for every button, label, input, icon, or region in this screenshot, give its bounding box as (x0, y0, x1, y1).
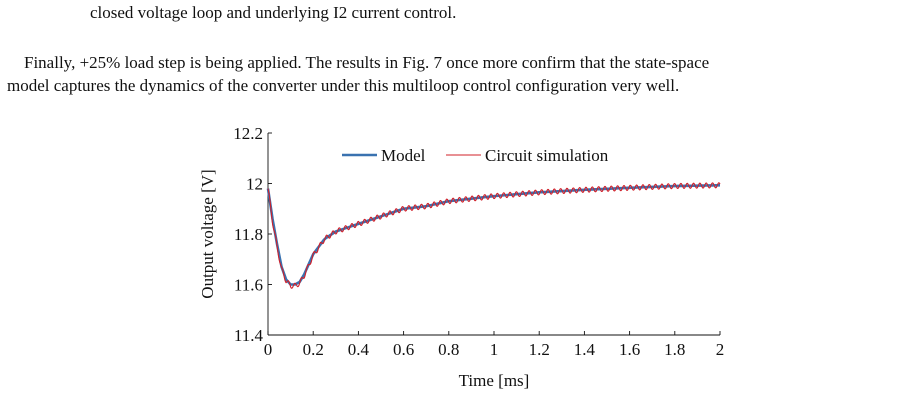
x-axis-label: Time [ms] (459, 371, 530, 390)
x-tick-label: 0.4 (348, 340, 370, 359)
x-tick-label: 1 (490, 340, 499, 359)
series-line-1 (266, 183, 721, 286)
paragraph-line-2: model captures the dynamics of the conve… (7, 76, 680, 95)
x-tick-label: 0.8 (438, 340, 459, 359)
x-tick-label: 0.2 (303, 340, 324, 359)
x-tick-label: 0 (264, 340, 273, 359)
x-tick-label: 1.2 (529, 340, 550, 359)
y-tick-label: 12 (246, 175, 263, 194)
x-tick-label: 0.6 (393, 340, 414, 359)
y-axis-label: Output voltage [V] (198, 169, 217, 298)
paragraph-line-1: Finally, +25% load step is being applied… (24, 53, 710, 72)
legend-label-2: Circuit simulation (485, 146, 609, 165)
x-tick-label: 1.8 (664, 340, 685, 359)
legend-label-1: Model (381, 146, 426, 165)
previous-figure-caption-tail: closed voltage loop and underlying I2 cu… (90, 3, 457, 22)
y-tick-label: 11.6 (234, 276, 263, 295)
x-tick-label: 1.6 (619, 340, 640, 359)
y-tick-label: 11.4 (234, 326, 264, 345)
series-line-2 (267, 182, 721, 289)
chart-legend: Model Circuit simulation (342, 146, 609, 165)
chart-series-layer (266, 182, 721, 289)
chart-axes: 0 0.2 0.4 0.6 0.8 1 1.2 1.4 1.6 1.8 2 11.4 11.6 11.8 1… (233, 124, 724, 359)
y-tick-label: 12.2 (233, 124, 263, 143)
x-tick-label: 1.4 (574, 340, 596, 359)
x-tick-label: 2 (716, 340, 725, 359)
y-tick-label: 11.8 (234, 225, 263, 244)
